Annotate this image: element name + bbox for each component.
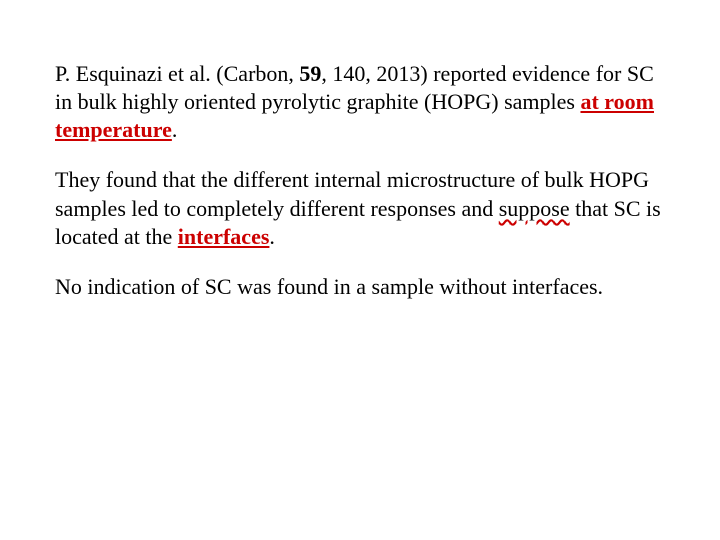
p2-text-3: . — [269, 224, 275, 249]
p2-highlight: interfaces — [178, 224, 270, 249]
p1-text-1: P. Esquinazi et al. (Carbon, — [55, 61, 299, 86]
slide-body: P. Esquinazi et al. (Carbon, 59, 140, 20… — [0, 0, 720, 540]
paragraph-2: They found that the different internal m… — [55, 166, 665, 250]
paragraph-1: P. Esquinazi et al. (Carbon, 59, 140, 20… — [55, 60, 665, 144]
paragraph-3: No indication of SC was found in a sampl… — [55, 273, 665, 301]
p3-text-1: No indication of SC was found in a sampl… — [55, 274, 603, 299]
p1-volume: 59 — [299, 61, 321, 86]
p2-wavy: suppose — [499, 196, 570, 221]
p1-text-3: . — [172, 117, 178, 142]
